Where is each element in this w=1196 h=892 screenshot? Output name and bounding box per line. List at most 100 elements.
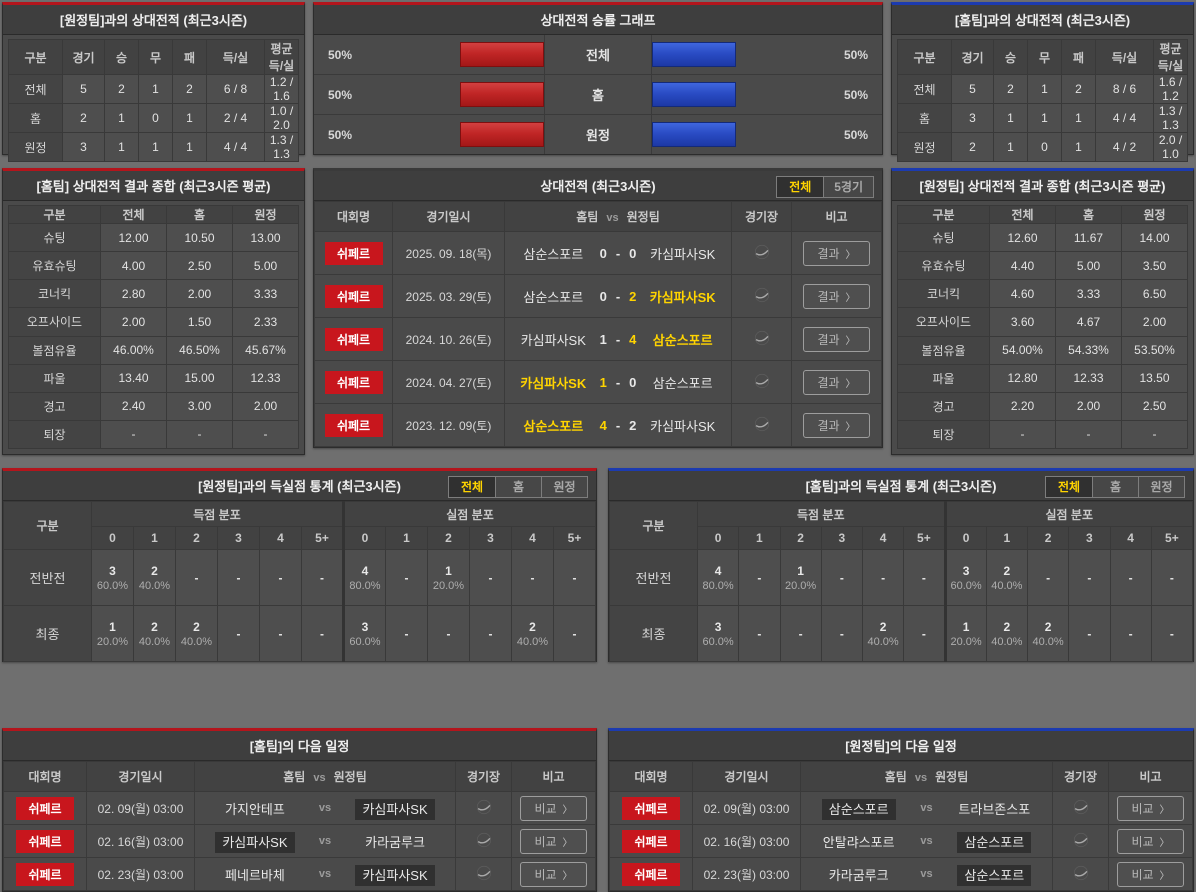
tab-home[interactable]: 홈 xyxy=(495,477,541,497)
panel-title: [원정팀] 상대전적 결과 종합 (최근3시즌 평균) xyxy=(892,171,1193,201)
row-label: 슈팅 xyxy=(897,222,990,253)
cell: - xyxy=(553,549,596,606)
stadium-globe-icon[interactable] xyxy=(475,831,493,849)
cell: 1.3 / 1.3 xyxy=(1153,103,1188,133)
match-row: 쉬페르 2025. 03. 29(토) 삼순스포르 0-2 카심파사SK 결과 〉 xyxy=(314,274,882,318)
cell: 2.00 xyxy=(1055,391,1122,421)
cell: 3.33 xyxy=(232,279,299,309)
col-header-datetime: 경기일시 xyxy=(392,201,505,232)
result-button[interactable]: 결과 〉 xyxy=(803,412,870,438)
cell: - xyxy=(511,549,554,606)
panel-title-text: 상대전적 (최근3시즌) xyxy=(540,179,656,194)
cell: 2 xyxy=(993,74,1028,104)
cell: 1 xyxy=(1061,103,1096,133)
cell: 5.00 xyxy=(232,251,299,281)
match-row: 쉬페르 2024. 10. 26(토) 카심파사SK 1-4 삼순스포르 결과 〉 xyxy=(314,317,882,361)
stadium-globe-icon[interactable] xyxy=(1072,831,1090,849)
cell: 6 / 8 xyxy=(206,74,265,104)
stadium-globe-icon[interactable] xyxy=(1072,864,1090,882)
stadium-globe-icon[interactable] xyxy=(753,243,771,261)
cell: 2 40.0% xyxy=(133,549,176,606)
stadium-globe-icon[interactable] xyxy=(753,372,771,390)
tab-home[interactable]: 홈 xyxy=(1092,477,1138,497)
tab-all[interactable]: 전체 xyxy=(1046,477,1092,497)
table-row: 원정 2 1 0 1 4 / 2 2.0 / 1.0 xyxy=(897,132,1188,162)
panel-title: [홈팀] 상대전적 결과 종합 (최근3시즌 평균) xyxy=(3,171,304,201)
cell: - xyxy=(1150,605,1194,662)
col-header: 2 xyxy=(779,526,822,550)
stadium-cell xyxy=(1052,824,1109,858)
stadium-globe-icon[interactable] xyxy=(475,864,493,882)
col-header: 1 xyxy=(985,526,1029,550)
note-cell: 결과 〉 xyxy=(791,231,882,275)
col-header-note: 비고 xyxy=(791,201,882,232)
league-cell: 쉬페르 xyxy=(314,317,393,361)
cell: - xyxy=(861,549,905,606)
cell: - xyxy=(1150,549,1194,606)
table-row: 전반전 3 60.0% 2 40.0% - - - - 4 80.0% - 1 20.0… xyxy=(3,549,596,606)
cell: 2.50 xyxy=(166,251,233,281)
row-label: 파울 xyxy=(897,363,990,393)
compare-button[interactable]: 비교 〉 xyxy=(1117,828,1184,854)
vs-label: vs xyxy=(318,868,332,880)
home-team: 삼순스포르 xyxy=(523,289,584,305)
col-header: 홈 xyxy=(1055,205,1122,224)
compare-button[interactable]: 비교 〉 xyxy=(520,795,587,821)
away-team: 카심파사SK xyxy=(650,246,716,262)
row-label: 경고 xyxy=(8,391,101,421)
cell: 3 xyxy=(62,132,105,162)
match-row: 쉬페르 2025. 09. 18(목) 삼순스포르 0-0 카심파사SK 결과 〉 xyxy=(314,231,882,275)
league-badge: 쉬페르 xyxy=(16,862,74,886)
match-teams: 가지안테프 vs 카심파사SK xyxy=(194,791,456,825)
tab-last5[interactable]: 5경기 xyxy=(823,177,873,197)
compare-button[interactable]: 비교 〉 xyxy=(520,861,587,887)
row-label: 오프사이드 xyxy=(897,307,990,337)
cell: 5.00 xyxy=(1055,251,1122,281)
compare-button[interactable]: 비교 〉 xyxy=(1117,861,1184,887)
scope-tabs: 전체 홈 원정 xyxy=(1045,476,1185,498)
tab-all[interactable]: 전체 xyxy=(777,177,824,197)
cell: 3.33 xyxy=(1055,279,1122,309)
cell: 46.00% xyxy=(100,335,167,365)
col-header: 평균 득/실 xyxy=(264,39,299,75)
table-row: 파울 13.40 15.00 12.33 xyxy=(8,363,299,393)
compare-button[interactable]: 비교 〉 xyxy=(1117,795,1184,821)
col-header: 전체 xyxy=(989,205,1056,224)
result-button[interactable]: 결과 〉 xyxy=(803,283,870,309)
row-label: 홈 xyxy=(8,103,63,133)
stadium-globe-icon[interactable] xyxy=(753,329,771,347)
row-label: 원정 xyxy=(897,132,952,162)
tab-all[interactable]: 전체 xyxy=(449,477,495,497)
stadium-globe-icon[interactable] xyxy=(753,286,771,304)
compare-button[interactable]: 비교 〉 xyxy=(520,828,587,854)
col-header-stadium: 경기장 xyxy=(455,761,512,792)
away-team: 삼순스포르 xyxy=(957,864,1032,886)
result-button[interactable]: 결과 〉 xyxy=(803,369,870,395)
col-header: 무 xyxy=(138,39,173,75)
cell: 3.50 xyxy=(1121,251,1188,281)
result-button[interactable]: 결과 〉 xyxy=(803,326,870,352)
cell: - xyxy=(738,549,781,606)
winrate-graph: 50% 전체 50% 50% 홈 50% 50% 원정 xyxy=(314,35,882,154)
panel-title: [원정팀]과의 상대전적 (최근3시즌) xyxy=(3,5,304,35)
col-header: 3 xyxy=(820,526,864,550)
cell: 2 40.0% xyxy=(175,605,218,662)
panel-h2h-matches: 상대전적 (최근3시즌) 전체 5경기 대회명 경기일시 홈팀 vs 원정팀 경기장… xyxy=(313,168,883,448)
stadium-globe-icon[interactable] xyxy=(475,798,493,816)
tab-away[interactable]: 원정 xyxy=(1138,477,1184,497)
away-team: 삼순스포르 xyxy=(652,332,713,348)
col-header: 원정 xyxy=(1121,205,1188,224)
result-button[interactable]: 결과 〉 xyxy=(803,240,870,266)
cell: 13.50 xyxy=(1121,363,1188,393)
match-teams: 카심파사SK 1-4 삼순스포르 xyxy=(504,317,732,361)
cell: - xyxy=(903,549,946,606)
note-cell: 비교 〉 xyxy=(1108,824,1193,858)
stadium-globe-icon[interactable] xyxy=(753,415,771,433)
home-team: 삼순스포르 xyxy=(523,246,584,262)
table-row: 코너킥 2.80 2.00 3.33 xyxy=(8,279,299,309)
table-row: 경고 2.20 2.00 2.50 xyxy=(897,391,1188,421)
stadium-cell xyxy=(731,360,792,404)
tab-away[interactable]: 원정 xyxy=(541,477,587,497)
stadium-globe-icon[interactable] xyxy=(1072,798,1090,816)
league-cell: 쉬페르 xyxy=(609,791,693,825)
